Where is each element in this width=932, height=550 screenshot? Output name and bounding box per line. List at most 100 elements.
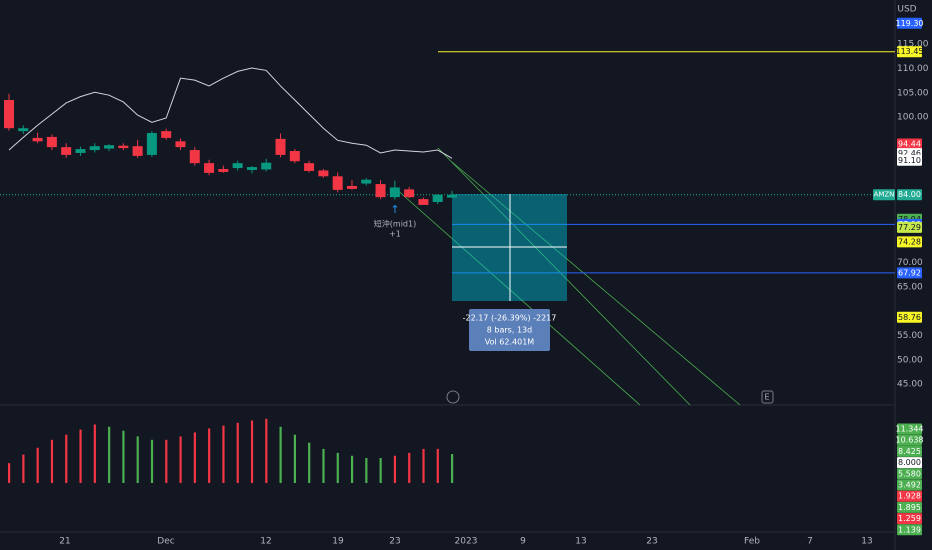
- histogram-bar: [279, 426, 282, 483]
- measure-label-box: [469, 309, 550, 351]
- symbol-label: AMZN: [874, 191, 895, 199]
- histogram-bar: [336, 452, 339, 483]
- y-tick-label: 45.00: [897, 380, 923, 390]
- histogram-bar: [36, 447, 39, 483]
- histogram-bar: [136, 436, 139, 483]
- scale-label: 1.139: [898, 525, 921, 534]
- measure-label: Vol 62.401M: [485, 338, 535, 347]
- candle-body: [175, 141, 186, 148]
- x-tick-label: 13: [575, 537, 586, 547]
- price-label: 92.46: [898, 149, 921, 158]
- candle-body: [61, 147, 72, 155]
- histogram-bar: [122, 430, 125, 483]
- price-label: 58.76: [898, 313, 921, 322]
- price-label-box: [897, 236, 922, 248]
- event-icon[interactable]: [446, 390, 460, 404]
- histogram-bar: [365, 458, 368, 483]
- histogram-bar: [422, 448, 425, 483]
- histogram-bar: [208, 428, 211, 483]
- histogram-bar: [436, 448, 439, 483]
- x-tick-label: Dec: [157, 537, 174, 547]
- y-tick-label: 100.00: [897, 113, 929, 123]
- x-tick-label: 12: [260, 537, 271, 547]
- price-label-box: [897, 267, 922, 279]
- histogram-bar: [165, 439, 168, 483]
- scale-label: 3.492: [898, 481, 921, 490]
- candle-body: [304, 163, 315, 171]
- candle-body: [289, 151, 300, 162]
- candle-body: [346, 185, 357, 189]
- scale-label-box: [897, 490, 922, 502]
- y-tick-label: 115.00: [897, 40, 929, 50]
- x-tick-label: 13: [861, 537, 872, 547]
- candle-body: [46, 136, 57, 148]
- indicator-line: [8, 67, 453, 159]
- candle-body: [104, 145, 115, 149]
- measure-label: 8 bars, 13d: [487, 326, 532, 335]
- measure-label: -22.17 (-26.39%) -2217: [463, 314, 557, 323]
- price-label-box: [897, 138, 922, 150]
- y-tick-label: 55.00: [897, 331, 923, 341]
- histogram-bar: [265, 418, 268, 483]
- histogram-bar: [350, 455, 354, 483]
- candle-body: [204, 163, 215, 173]
- candle-body: [332, 176, 343, 190]
- trend-line: [394, 187, 641, 406]
- histogram-bar: [322, 448, 325, 483]
- price-label: 94.44: [898, 140, 921, 149]
- candle-body: [389, 187, 400, 198]
- scale-label: 1.895: [898, 503, 921, 512]
- histogram-bar: [408, 452, 411, 483]
- scale-label-box: [897, 479, 922, 491]
- scale-label: 5.580: [898, 469, 921, 478]
- y-tick-label: 110.00: [897, 64, 929, 74]
- price-label-box: [897, 311, 922, 323]
- scale-label-box: [897, 524, 922, 536]
- price-label: 91.10: [898, 156, 921, 165]
- scale-label-box: [897, 423, 922, 435]
- scale-label: 8.000: [898, 458, 921, 467]
- candle-body: [146, 133, 157, 155]
- candle-body: [4, 100, 14, 129]
- candle-body: [418, 199, 429, 205]
- candle-body: [261, 162, 272, 170]
- scale-label-box: [897, 513, 922, 525]
- x-tick-label: 2023: [455, 537, 478, 547]
- scale-label: 11.344: [896, 425, 924, 434]
- histogram-bar: [250, 420, 254, 483]
- histogram-bar: [293, 434, 296, 483]
- scale-label-box: [897, 457, 922, 469]
- scale-label: 8.425: [898, 447, 921, 456]
- price-label: 67.92: [898, 268, 921, 277]
- x-tick-label: 23: [646, 537, 657, 547]
- annotation-sub: +1: [389, 230, 401, 239]
- candle-body: [18, 128, 29, 132]
- price-label: 84.00: [898, 190, 921, 199]
- price-label: 74.28: [898, 237, 921, 246]
- y-tick-label: 70.00: [897, 258, 923, 268]
- price-label: 113.45: [896, 47, 924, 56]
- histogram-bar: [8, 463, 11, 483]
- histogram-bar: [450, 454, 454, 483]
- candle-body: [218, 168, 229, 172]
- scale-label: 1.259: [898, 514, 921, 523]
- histogram-bar: [79, 429, 82, 483]
- price-label-box: [897, 221, 922, 233]
- earnings-icon-text: E: [764, 393, 769, 402]
- symbol-box: [873, 189, 895, 201]
- y-tick-label: 105.00: [897, 88, 929, 98]
- price-label: 77.29: [898, 223, 921, 232]
- histogram-bar: [193, 432, 196, 483]
- candle-body: [161, 131, 172, 138]
- candle-body: [75, 149, 86, 153]
- scale-label-box: [897, 434, 922, 446]
- price-label-box: [897, 17, 922, 29]
- earnings-icon[interactable]: [761, 390, 774, 404]
- candle-body: [118, 145, 129, 149]
- candle-body: [404, 189, 415, 198]
- scale-label-box: [897, 468, 922, 480]
- histogram-bar: [179, 436, 182, 483]
- scale-label: 1.928: [898, 492, 921, 501]
- candle-body: [275, 138, 286, 155]
